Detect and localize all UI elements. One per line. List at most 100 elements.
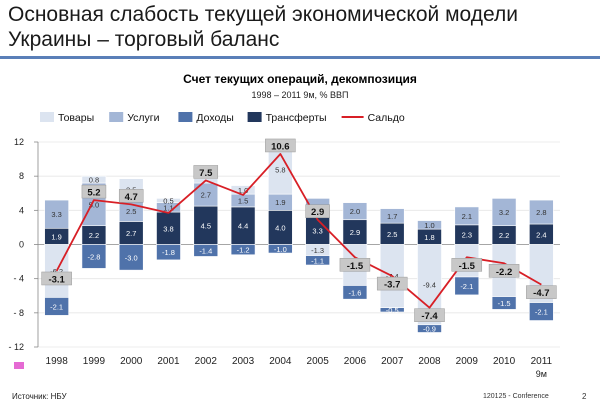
x-tick-label: 2004 xyxy=(269,356,292,367)
x-tick-label: 2009 xyxy=(456,356,479,367)
goods-data-label: -9.4 xyxy=(423,281,436,290)
income-data-label: -0.5 xyxy=(386,306,399,315)
balance-data-label: -2.2 xyxy=(496,267,512,278)
balance-data-label: -3.7 xyxy=(384,280,400,291)
transfers-data-label: 2.4 xyxy=(536,230,546,239)
goods-data-label: 0.8 xyxy=(89,176,99,185)
transfers-bar xyxy=(230,206,256,245)
income-bar xyxy=(417,324,442,333)
income-data-label: -1.0 xyxy=(274,245,287,254)
income-bar xyxy=(529,302,554,321)
balance-label-box xyxy=(376,276,408,291)
y-tick-label: - 12 xyxy=(8,342,24,352)
transfers-data-label: 2.2 xyxy=(89,231,99,240)
y-tick-label: 0 xyxy=(19,240,24,250)
x-tick-label: 2003 xyxy=(232,356,255,367)
transfers-data-label: 2.9 xyxy=(350,228,360,237)
transfers-bar xyxy=(305,216,330,245)
slide-title-line-1: Основная слабость текущей экономической … xyxy=(8,3,518,26)
legend-label-goods: Товары xyxy=(58,112,94,124)
balance-data-label: -1.5 xyxy=(459,261,476,272)
transfers-data-label: 2.5 xyxy=(387,230,397,239)
balance-label-box xyxy=(193,165,219,179)
services-bar xyxy=(491,198,517,227)
x-tick-label: 2000 xyxy=(120,356,143,367)
income-bar xyxy=(156,244,181,261)
balance-label-box xyxy=(488,264,520,278)
balance-label-box xyxy=(339,258,371,272)
income-data-label: -1.6 xyxy=(348,288,361,297)
services-bar xyxy=(44,199,69,229)
x-tick-label: 1998 xyxy=(46,356,69,367)
services-data-label: 2.8 xyxy=(536,208,546,217)
title-divider xyxy=(0,56,600,59)
services-bar xyxy=(529,199,554,225)
transfers-data-label: 4.5 xyxy=(201,221,211,230)
balance-data-label: 2.9 xyxy=(311,207,324,218)
income-bar xyxy=(118,244,144,271)
services-data-label: 2.0 xyxy=(350,207,360,216)
transfers-bar xyxy=(342,219,368,245)
income-bar xyxy=(491,296,517,310)
income-data-label: -2.1 xyxy=(535,308,548,317)
y-tick-label: - 4 xyxy=(13,274,24,284)
balance-label-box xyxy=(81,184,107,199)
balance-label-box xyxy=(414,308,445,322)
income-bar xyxy=(230,244,256,256)
balance-data-label: 5.2 xyxy=(87,188,100,199)
transfers-data-label: 1.9 xyxy=(51,232,61,241)
income-bar xyxy=(44,297,69,316)
y-tick-label: 8 xyxy=(19,171,24,181)
footer-source: Источник: НБУ xyxy=(12,392,67,401)
transfers-data-label: 2.7 xyxy=(126,229,136,238)
income-bar xyxy=(342,285,368,300)
services-bar xyxy=(417,220,442,230)
services-bar xyxy=(454,206,480,226)
services-data-label: 1.1 xyxy=(163,203,173,212)
goods-data-label: 1.0 xyxy=(238,186,248,195)
balance-label-box xyxy=(265,138,296,153)
legend-swatch-transfers xyxy=(247,112,262,122)
services-bar xyxy=(379,208,405,224)
y-tick-label: - 8 xyxy=(13,308,24,318)
x-tick-sublabel: 9м xyxy=(536,369,547,379)
services-data-label: 5.0 xyxy=(89,200,99,209)
goods-data-label: 5.8 xyxy=(275,165,285,174)
transfers-bar xyxy=(268,210,293,245)
income-data-label: -1.4 xyxy=(199,246,212,255)
legend-label-services: Услуги xyxy=(127,112,159,124)
income-data-label: -1.5 xyxy=(498,299,511,308)
income-bar xyxy=(454,276,480,296)
transfers-data-label: 2.3 xyxy=(462,231,472,240)
x-tick-label: 1999 xyxy=(83,356,106,367)
income-data-label: -3.0 xyxy=(125,253,138,262)
goods-data-label: 0.5 xyxy=(163,197,173,206)
balance-label-box xyxy=(526,285,557,299)
balance-data-label: -4.7 xyxy=(533,288,549,299)
transfers-data-label: 1.8 xyxy=(424,233,434,242)
balance-data-label: 7.5 xyxy=(199,168,213,179)
legend-label-balance: Сальдо xyxy=(368,112,405,124)
transfers-data-label: 3.3 xyxy=(312,226,322,235)
x-tick-label: 2001 xyxy=(157,356,180,367)
balance-label-box xyxy=(41,271,72,286)
income-bar xyxy=(379,307,405,313)
goods-bar xyxy=(81,175,107,184)
balance-label-box xyxy=(118,189,144,203)
transfers-data-label: 2.2 xyxy=(499,231,509,240)
legend-swatch-goods xyxy=(40,112,54,122)
services-data-label: 3.2 xyxy=(499,208,509,217)
balance-data-label: -7.4 xyxy=(421,311,438,322)
y-tick-label: 4 xyxy=(19,205,24,215)
services-data-label: 2.5 xyxy=(126,207,136,216)
income-data-label: -2.8 xyxy=(87,252,100,261)
services-data-label: 1.0 xyxy=(424,221,434,230)
chart-title: Счет текущих операций, декомпозиция xyxy=(183,72,417,86)
services-data-label: 3.3 xyxy=(51,210,61,219)
income-bar xyxy=(81,244,107,269)
slide-title: Основная слабость текущей экономической … xyxy=(8,2,598,52)
x-tick-label: 2011 xyxy=(531,356,553,367)
legend-swatch-income xyxy=(178,112,193,122)
legend-label-transfers: Трансферты xyxy=(266,112,327,124)
